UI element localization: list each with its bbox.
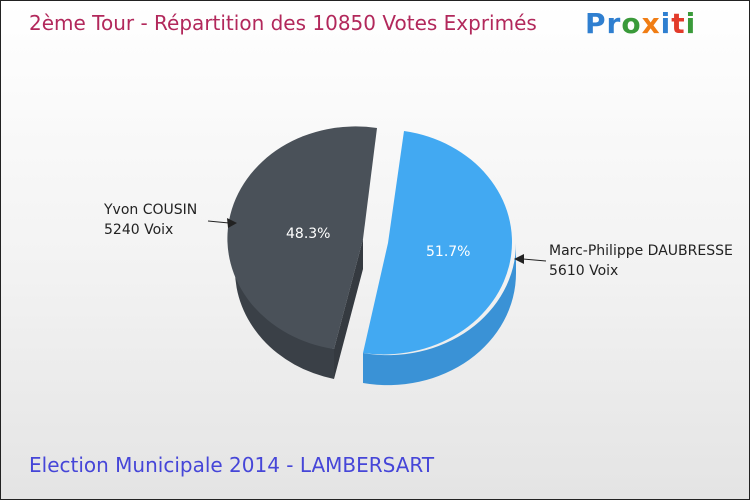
arrow-daubresse: [514, 254, 524, 264]
percent-label-daubresse: 51.7%: [426, 244, 470, 260]
slice-side-cousin: [234, 239, 334, 379]
slice-cousin: [227, 126, 377, 350]
arrow-cousin: [227, 218, 237, 228]
slice-side-daubresse: [363, 243, 517, 386]
name-cousin: Yvon COUSIN: [104, 202, 198, 218]
name-daubresse: Marc-Philippe DAUBRESSE: [549, 243, 733, 259]
chart-subtitle: Election Municipale 2014 - LAMBERSART: [29, 453, 435, 477]
legend-cousin: Yvon COUSIN 5240 Voix: [104, 200, 197, 240]
votes-daubresse: 5610 Voix: [549, 263, 619, 279]
legend-daubresse: Marc-Philippe DAUBRESSE 5610 Voix: [549, 241, 733, 281]
percent-label-cousin: 48.3%: [286, 226, 330, 242]
leader-line-cousin: [207, 220, 230, 224]
votes-cousin: 5240 Voix: [104, 222, 174, 238]
slice-daubresse: [363, 131, 513, 355]
chart-title: 2ème Tour - Répartition des 10850 Votes …: [29, 11, 537, 35]
proxiti-logo: Proxiti: [585, 7, 697, 40]
leader-line-daubresse: [522, 258, 547, 262]
slice-cut-cousin: [334, 239, 363, 379]
